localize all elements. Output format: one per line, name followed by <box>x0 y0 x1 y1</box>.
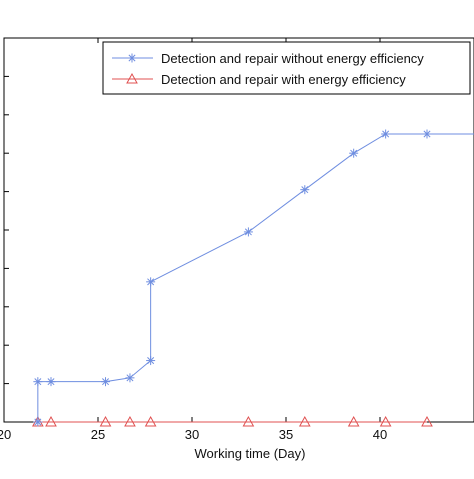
data-point <box>422 129 432 139</box>
asterisk-stroke <box>350 149 358 157</box>
data-point <box>45 415 57 427</box>
asterisk-stroke <box>301 186 309 194</box>
legend-label: Detection and repair with energy efficie… <box>161 72 406 87</box>
series-1 <box>33 129 474 427</box>
x-tick-label: 35 <box>279 427 293 442</box>
plot-area <box>3 37 474 423</box>
legend-entry: Detection and repair with energy efficie… <box>112 72 406 87</box>
data-point <box>124 415 136 427</box>
asterisk-stroke <box>382 130 390 138</box>
data-point <box>349 148 359 158</box>
data-point <box>33 377 43 387</box>
data-point <box>242 415 255 427</box>
data-point <box>99 415 112 427</box>
asterisk-stroke <box>102 378 110 386</box>
data-point <box>300 185 310 195</box>
x-tick-label: 40 <box>373 427 387 442</box>
asterisk-stroke <box>244 228 252 236</box>
data-point <box>243 227 253 237</box>
data-point <box>379 415 392 427</box>
plot-frame <box>3 37 474 423</box>
data-point <box>298 415 311 427</box>
x-tick-label: 25 <box>91 427 105 442</box>
x-tick-label: 20 <box>0 427 11 442</box>
data-point <box>381 129 391 139</box>
asterisk-stroke <box>147 278 155 286</box>
data-point <box>101 377 111 387</box>
asterisk-stroke <box>47 378 55 386</box>
data-point <box>146 356 156 366</box>
asterisk-stroke <box>34 418 42 426</box>
data-point <box>33 417 43 427</box>
data-point <box>347 415 360 427</box>
series-layer <box>31 129 474 427</box>
asterisk-stroke <box>126 374 134 382</box>
legend-label: Detection and repair without energy effi… <box>161 51 424 66</box>
legend-marker <box>126 72 138 84</box>
asterisk-stroke <box>34 378 42 386</box>
data-point <box>421 415 433 427</box>
legend-entry: Detection and repair without energy effi… <box>112 51 424 66</box>
data-point <box>125 373 135 383</box>
asterisk-stroke <box>128 54 136 62</box>
legend-marker <box>127 53 137 63</box>
data-point <box>146 277 156 287</box>
asterisk-stroke <box>147 357 155 365</box>
axis-ticks: 20 25 30 35 40 <box>0 37 387 442</box>
x-axis-title: Working time (Day) <box>194 446 305 461</box>
legend: Detection and repair without energy effi… <box>102 41 471 95</box>
data-point <box>46 377 56 387</box>
data-point <box>144 415 157 427</box>
x-tick-label: 30 <box>185 427 199 442</box>
legend-box <box>102 41 471 95</box>
asterisk-stroke <box>423 130 431 138</box>
